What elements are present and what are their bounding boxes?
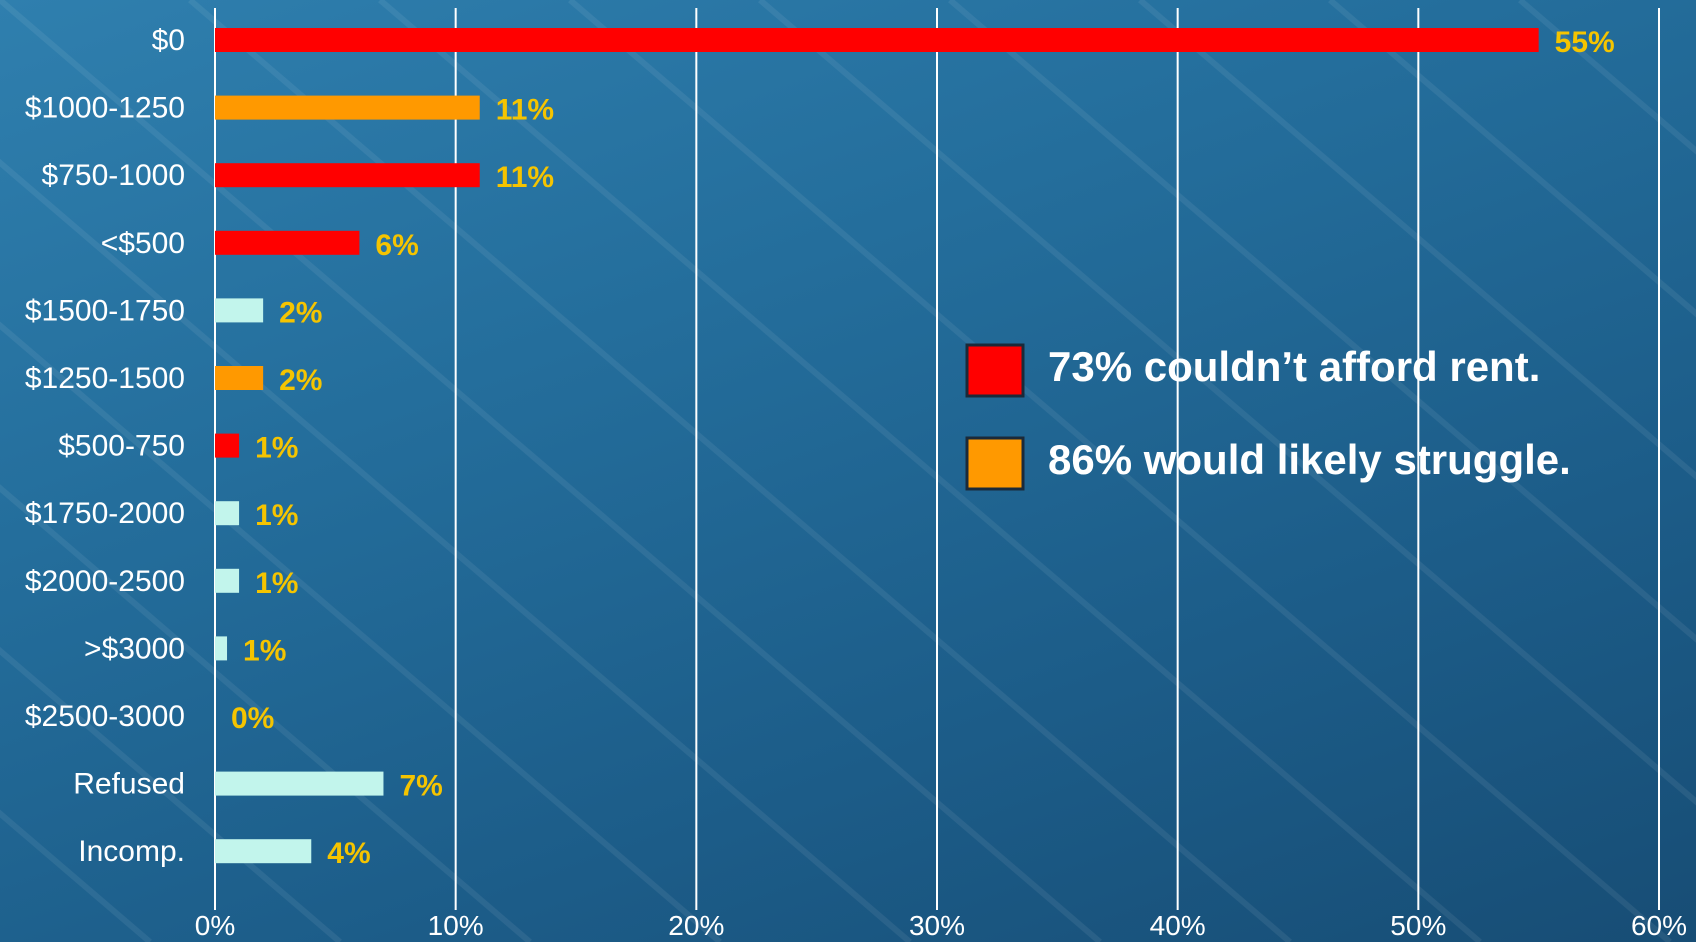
x-tick-label: 0%	[195, 910, 235, 941]
category-label: $0	[152, 24, 185, 57]
labels: 0% 10% 20% 30% 40% 50% 60% $0 55% $1000-1250 11% $7…	[25, 24, 1687, 941]
data-label: 6%	[375, 229, 418, 262]
x-tick-label: 40%	[1150, 910, 1206, 941]
background-streak	[0, 484, 532, 942]
x-tick-label: 50%	[1390, 910, 1446, 941]
category-label: $500-750	[58, 430, 185, 463]
bar	[215, 433, 240, 458]
bar	[215, 298, 264, 323]
data-label: 1%	[255, 567, 298, 600]
category-label: <$500	[101, 227, 185, 260]
background-streak	[0, 0, 1100, 942]
background-streak	[1138, 0, 1696, 481]
bar	[215, 636, 228, 661]
category-label: $1250-1500	[25, 362, 185, 395]
bar	[215, 568, 240, 593]
background-streak	[948, 0, 1696, 643]
background-streak	[0, 321, 722, 942]
x-tick-label: 10%	[428, 910, 484, 941]
bar	[215, 839, 312, 864]
legend-label: 86% would likely struggle.	[1048, 436, 1571, 483]
background-streak	[1328, 0, 1696, 318]
background-streak	[0, 809, 152, 942]
bar	[215, 95, 480, 120]
data-label: 1%	[255, 499, 298, 532]
data-label: 4%	[327, 837, 370, 870]
legend: 73% couldn’t afford rent. 86% would likel…	[965, 343, 1571, 491]
gridlines	[214, 8, 1660, 910]
background-streak	[378, 0, 1482, 942]
category-label: $750-1000	[42, 159, 185, 192]
background-streak	[188, 0, 1292, 942]
category-label: $2000-2500	[25, 565, 185, 598]
x-tick-label: 30%	[909, 910, 965, 941]
bar	[215, 771, 384, 796]
bars	[215, 28, 1539, 864]
background-streak	[758, 0, 1696, 806]
data-label: 2%	[279, 296, 322, 329]
category-label: $1000-1250	[25, 92, 185, 125]
category-label: $1500-1750	[25, 294, 185, 327]
data-label: 7%	[399, 770, 442, 803]
category-label: Incomp.	[78, 835, 185, 868]
category-label: $2500-3000	[25, 700, 185, 733]
background-streak	[568, 0, 1672, 942]
data-label: 11%	[496, 94, 554, 127]
data-label: 0%	[231, 702, 274, 735]
x-tick-label: 20%	[668, 910, 724, 941]
data-label: 1%	[243, 634, 286, 667]
category-label: $1750-2000	[25, 497, 185, 530]
background-streak	[0, 646, 342, 942]
data-label: 55%	[1555, 26, 1615, 59]
category-label: Refused	[73, 768, 185, 801]
bar	[215, 501, 240, 526]
legend-swatch	[965, 436, 1025, 491]
data-label: 2%	[279, 364, 322, 397]
bar	[215, 366, 264, 390]
bar	[215, 28, 1539, 52]
bar	[215, 230, 360, 255]
x-tick-label: 60%	[1631, 910, 1687, 941]
category-label: >$3000	[84, 632, 185, 665]
legend-label: 73% couldn’t afford rent.	[1048, 343, 1540, 390]
background-streak	[0, 0, 910, 942]
data-label: 11%	[496, 161, 554, 194]
data-label: 1%	[255, 432, 298, 465]
bar	[215, 163, 480, 188]
legend-swatch	[965, 343, 1025, 398]
